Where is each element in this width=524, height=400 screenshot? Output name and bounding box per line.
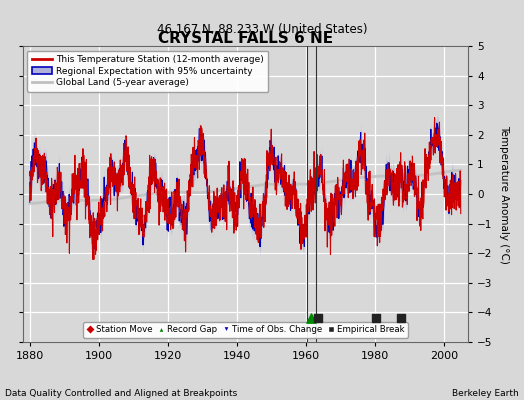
Point xyxy=(314,315,322,322)
Legend: Station Move, Record Gap, Time of Obs. Change, Empirical Break: Station Move, Record Gap, Time of Obs. C… xyxy=(83,322,408,338)
Point xyxy=(373,315,381,322)
Point xyxy=(397,315,405,322)
Text: Berkeley Earth: Berkeley Earth xyxy=(452,389,519,398)
Y-axis label: Temperature Anomaly (°C): Temperature Anomaly (°C) xyxy=(499,124,509,264)
Title: CRYSTAL FALLS 6 NE: CRYSTAL FALLS 6 NE xyxy=(158,31,333,46)
Text: 46.167 N, 88.233 W (United States): 46.167 N, 88.233 W (United States) xyxy=(157,24,367,36)
Point xyxy=(307,315,315,322)
Text: Data Quality Controlled and Aligned at Breakpoints: Data Quality Controlled and Aligned at B… xyxy=(5,389,237,398)
